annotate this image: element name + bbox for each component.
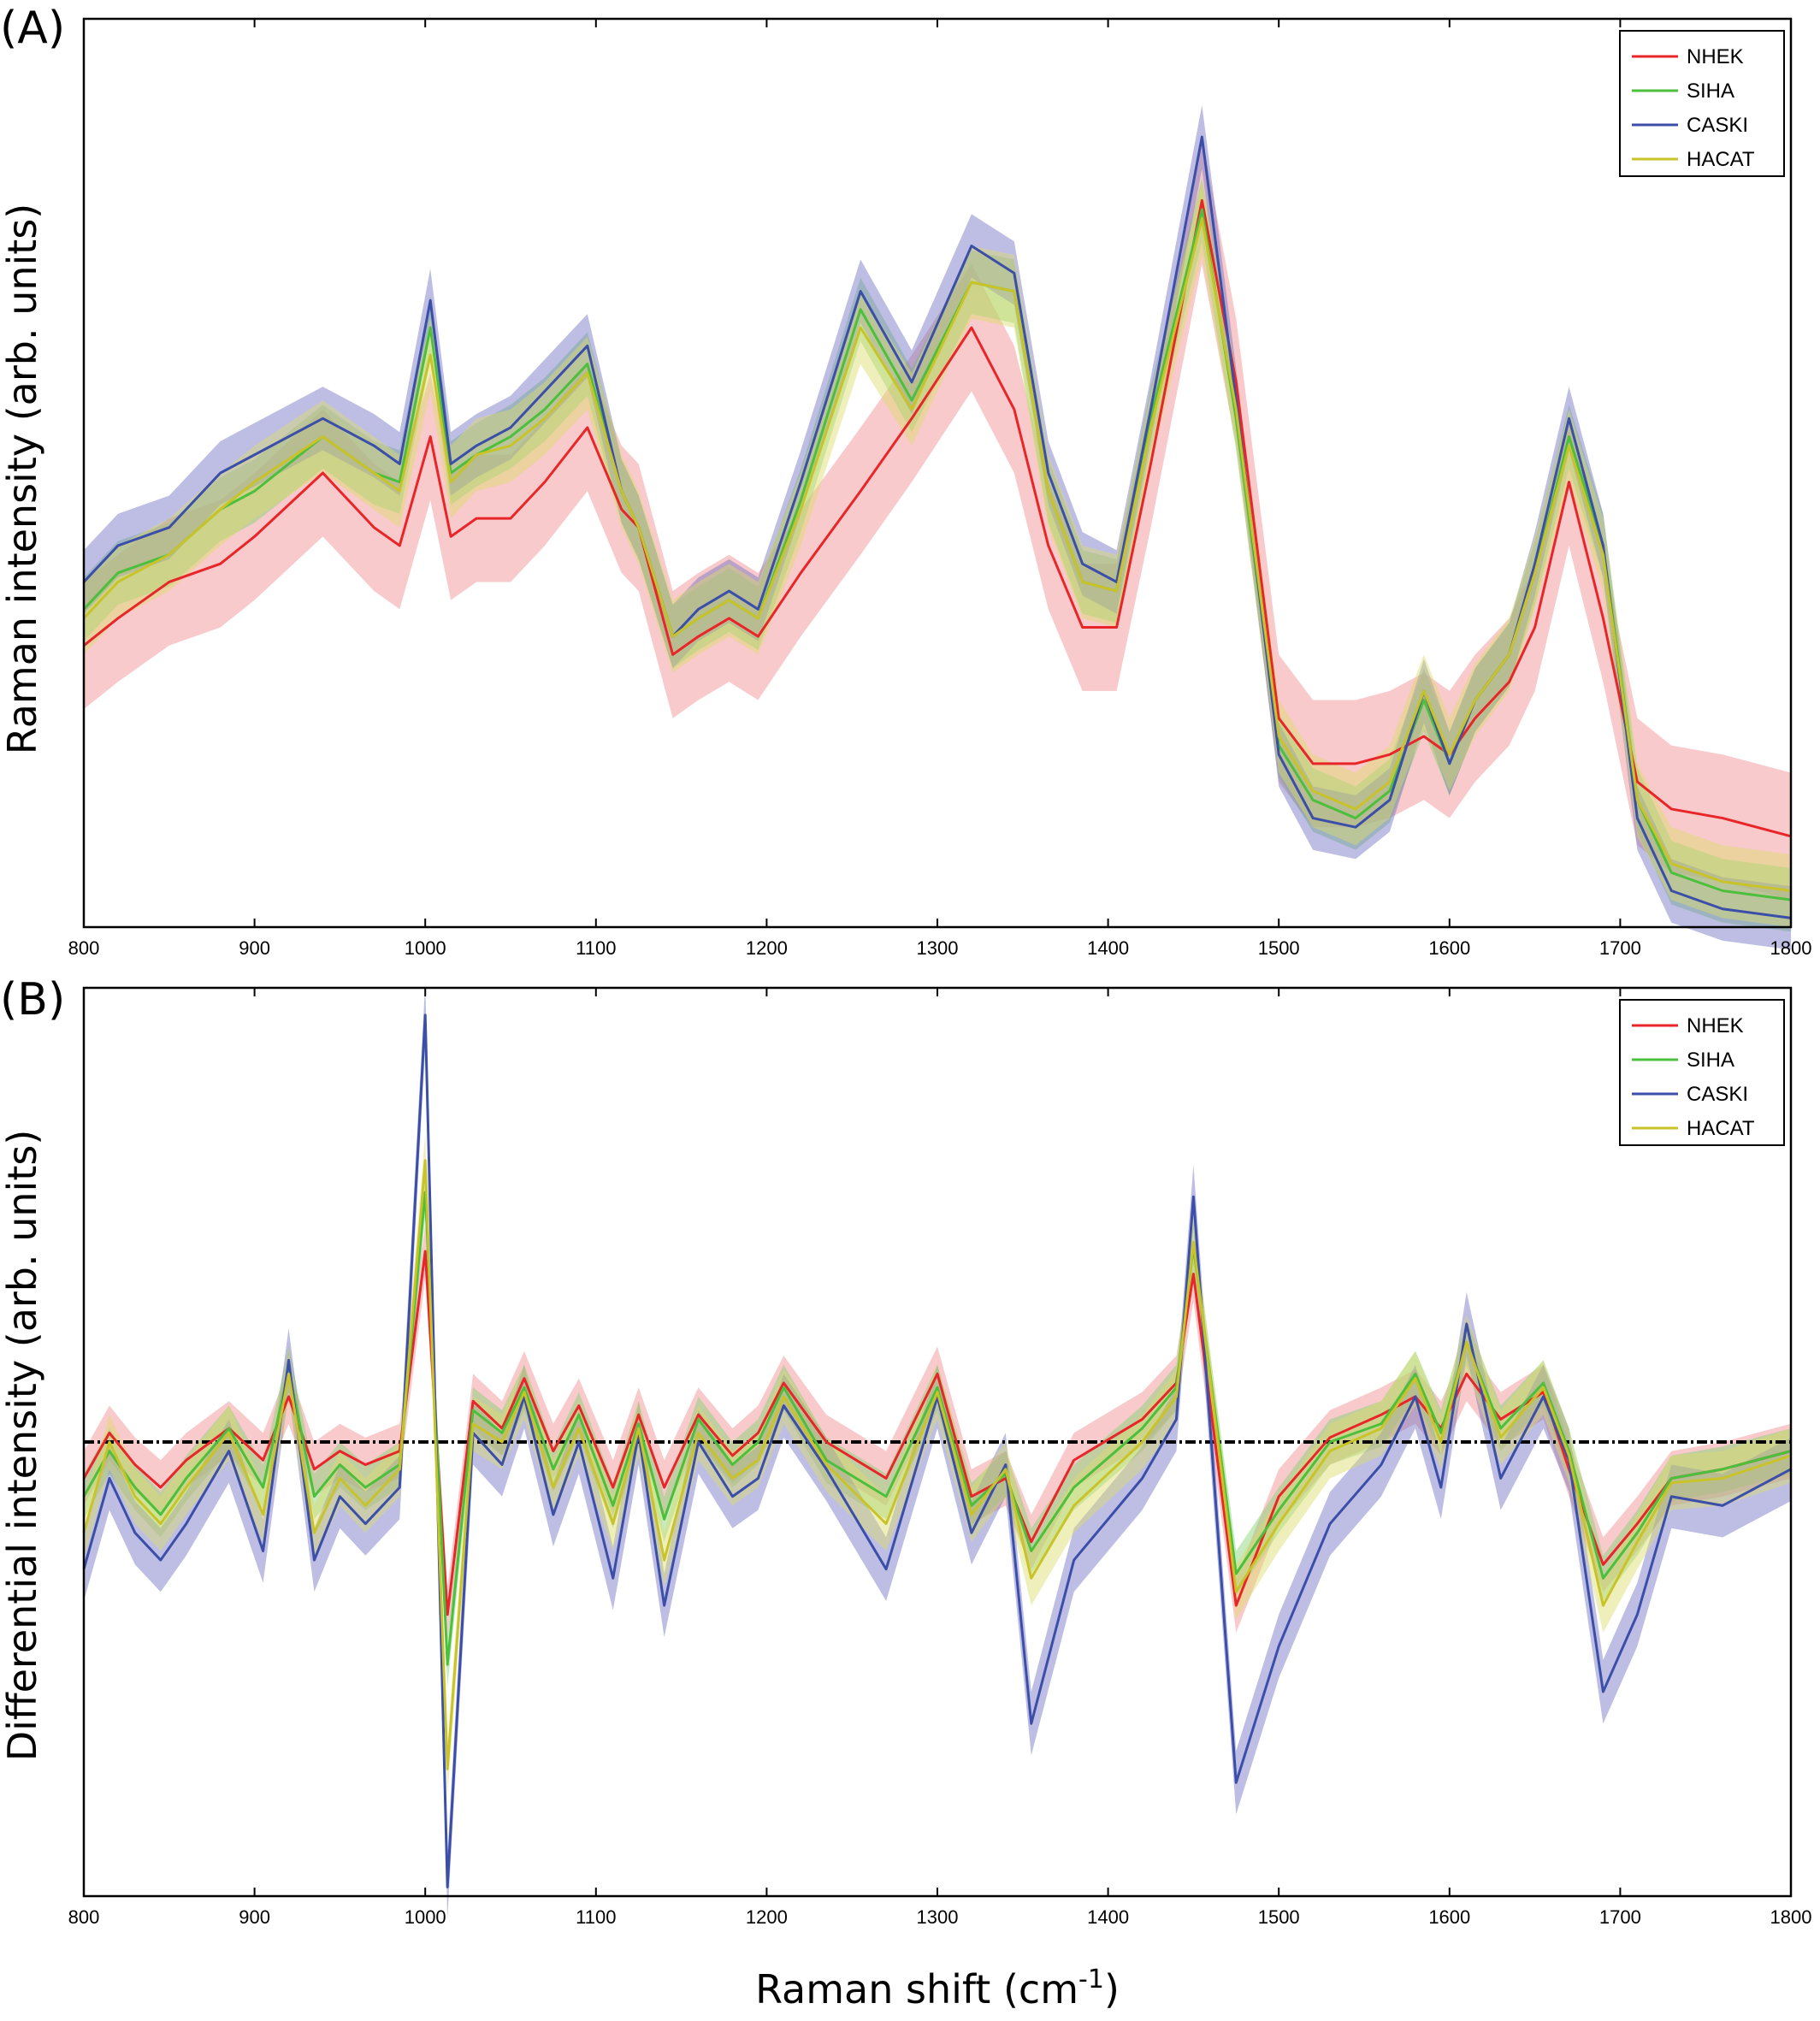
x-tick-label: 1400 — [1087, 1906, 1129, 1928]
x-axis-label-superscript: -1 — [1078, 1965, 1104, 1994]
panel-a-letter: (A) — [0, 3, 65, 54]
x-tick-label: 1800 — [1770, 937, 1812, 959]
panel-b-ylabel: Differential intensity (arb. units) — [0, 1130, 45, 1762]
band-nhek — [84, 137, 1791, 901]
x-tick-label: 1100 — [576, 937, 616, 959]
panel-b-letter: (B) — [0, 974, 65, 1025]
legend-a: NHEK SIHA CASKI HACAT — [1619, 30, 1785, 177]
x-axis-label: Raman shift (cm-1) — [755, 1965, 1120, 2012]
x-tick-label: 800 — [68, 937, 100, 959]
x-tick-label: 1100 — [576, 1906, 616, 1928]
x-tick-label: 1700 — [1599, 937, 1641, 959]
series-line-nhek — [82, 1250, 1792, 1616]
bands-a — [84, 104, 1791, 950]
x-axis-label-close: ) — [1104, 1966, 1120, 2012]
legend-label-nhek: NHEK — [1687, 45, 1744, 68]
x-tick-label: 1000 — [405, 1906, 446, 1928]
x-tick-label: 900 — [239, 937, 270, 959]
lines-b — [82, 1013, 1792, 1888]
legend-label-caski: CASKI — [1687, 114, 1748, 137]
x-tick-label: 1300 — [917, 937, 959, 959]
x-tick-label: 1200 — [746, 1906, 788, 1928]
lines-a — [82, 135, 1792, 919]
x-tick-label: 1500 — [1258, 937, 1300, 959]
panel-a: (A) 800 900 1000 1100 1200 1300 1400 1500 1600 17… — [0, 3, 1811, 959]
x-tick-label: 900 — [239, 1906, 270, 1928]
legend-label-nhek: NHEK — [1687, 1014, 1744, 1037]
x-tick-label: 1500 — [1258, 1906, 1300, 1928]
x-tick-label: 1400 — [1087, 937, 1129, 959]
legend-box — [1619, 999, 1785, 1146]
ticks-a: 800 900 1000 1100 1200 1300 1400 1500 1600 1700 18… — [68, 19, 1812, 959]
series-line-hacat — [82, 1159, 1792, 1770]
legend-label-hacat: HACAT — [1687, 148, 1755, 171]
series-line-hacat — [82, 217, 1792, 893]
panel-b: (B) 800 900 1000 1100 1200 1300 1400 1500 1600 17… — [0, 974, 1811, 1928]
panel-a-ylabel: Raman intensity (arb. units) — [0, 204, 45, 755]
legend-label-hacat: HACAT — [1687, 1117, 1755, 1140]
band-caski — [84, 983, 1791, 1919]
x-tick-label: 1600 — [1428, 1906, 1470, 1928]
x-tick-label: 1600 — [1428, 937, 1470, 959]
legend-label-siha: SIHA — [1687, 1049, 1734, 1072]
x-tick-label: 1700 — [1599, 1906, 1641, 1928]
x-tick-label: 1300 — [917, 1906, 959, 1928]
ticks-b: 800 900 1000 1100 1200 1300 1400 1500 1600 1700 18… — [68, 988, 1812, 1928]
band-hacat — [84, 182, 1791, 927]
legend-label-caski: CASKI — [1687, 1083, 1748, 1106]
legend-label-siha: SIHA — [1687, 80, 1734, 103]
x-tick-label: 1000 — [405, 937, 446, 959]
band-siha — [84, 177, 1791, 932]
x-tick-label: 1200 — [746, 937, 788, 959]
legend-box — [1619, 30, 1785, 177]
x-tick-label: 800 — [68, 1906, 100, 1928]
legend-b: NHEK SIHA CASKI HACAT — [1619, 999, 1785, 1146]
series-line-nhek — [83, 198, 1792, 838]
x-tick-label: 1800 — [1770, 1906, 1812, 1928]
